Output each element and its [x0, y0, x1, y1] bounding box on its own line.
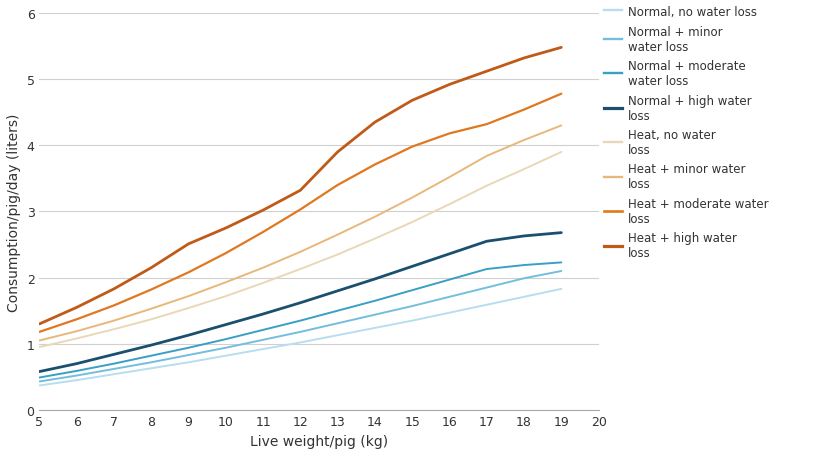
Y-axis label: Consumption/pig/day (liters): Consumption/pig/day (liters) [7, 113, 21, 311]
Legend: Normal, no water loss, Normal + minor
water loss, Normal + moderate
water loss, : Normal, no water loss, Normal + minor wa… [604, 6, 767, 260]
X-axis label: Live weight/pig (kg): Live weight/pig (kg) [250, 434, 387, 448]
